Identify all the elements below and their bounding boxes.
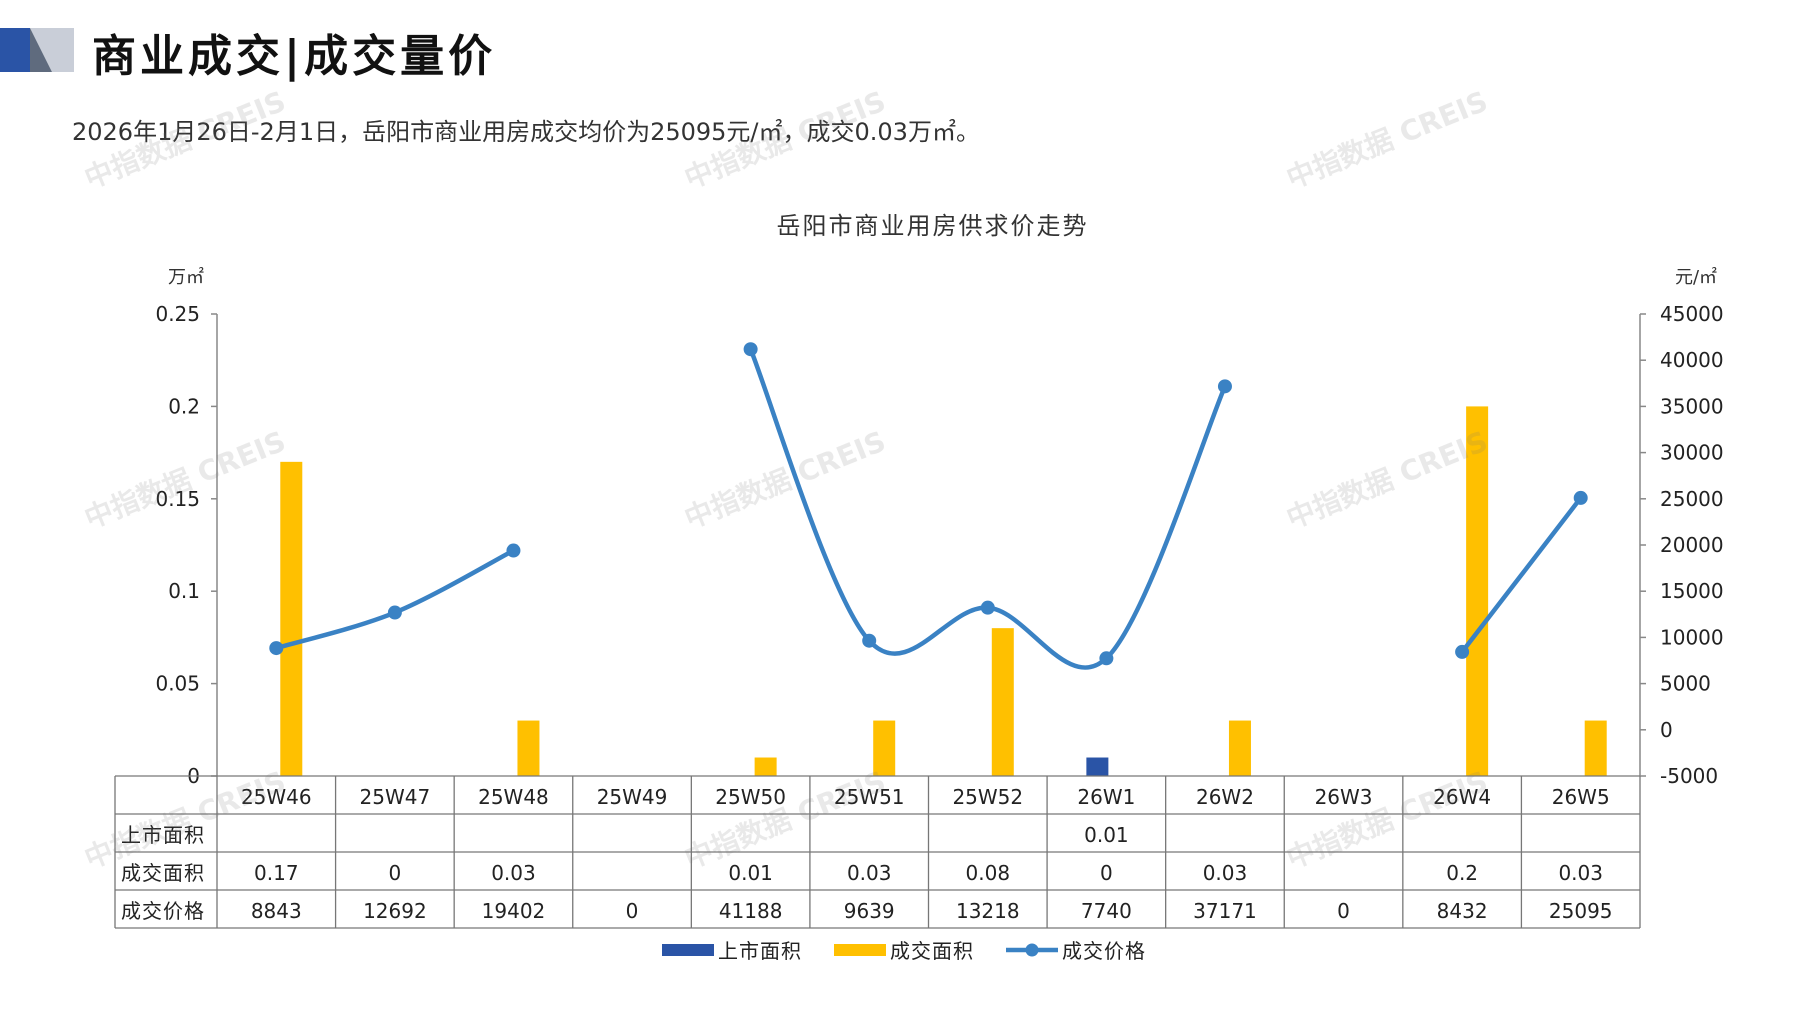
x-category-label: 26W2 xyxy=(1196,785,1254,809)
x-category-label: 26W5 xyxy=(1552,785,1610,809)
legend-label: 上市面积 xyxy=(718,939,802,963)
y-left-tick-label: 0.2 xyxy=(168,394,200,418)
legend-key-bar xyxy=(662,944,714,956)
table-cell-value: 25095 xyxy=(1549,899,1613,923)
price-point xyxy=(743,342,758,357)
bar-sold-area xyxy=(1466,406,1489,776)
table-cell-value: 19402 xyxy=(482,899,546,923)
x-category-label: 26W4 xyxy=(1433,785,1491,809)
y-right-tick-label: 25000 xyxy=(1660,487,1724,511)
x-category-label: 25W46 xyxy=(241,785,312,809)
legend-label: 成交面积 xyxy=(890,939,974,963)
price-point xyxy=(1455,644,1470,659)
y-right-unit: 元/㎡ xyxy=(1675,266,1717,288)
table-cell-value: 13218 xyxy=(956,899,1020,923)
price-point xyxy=(980,600,995,615)
table-cell-value: 0.03 xyxy=(1558,861,1603,885)
table-cell-value: 0.01 xyxy=(728,861,773,885)
price-line xyxy=(1460,496,1583,654)
y-left-unit: 万㎡ xyxy=(168,266,204,288)
x-category-label: 25W49 xyxy=(597,785,668,809)
price-point xyxy=(1099,651,1114,666)
price-point xyxy=(506,543,521,558)
table-row-label: 上市面积 xyxy=(121,823,205,847)
x-category-label: 26W3 xyxy=(1315,785,1373,809)
table-cell-value: 0 xyxy=(1100,861,1113,885)
brand-logo xyxy=(0,28,74,72)
y-right-tick-label: 10000 xyxy=(1660,625,1724,649)
bar-sold-area xyxy=(280,461,303,776)
x-category-label: 25W52 xyxy=(952,785,1023,809)
y-right-tick-label: 30000 xyxy=(1660,441,1724,465)
table-cell-value: 0.03 xyxy=(847,861,892,885)
table-cell-value: 12692 xyxy=(363,899,427,923)
table-cell-value: 0.2 xyxy=(1446,861,1478,885)
y-right-tick-label: 0 xyxy=(1660,718,1673,742)
table-cell-value: 7740 xyxy=(1081,899,1132,923)
chart-title: 岳阳市商业用房供求价走势 xyxy=(777,212,1089,240)
bar-sold-area xyxy=(1584,720,1607,776)
bar-sold-area xyxy=(991,628,1014,776)
table-cell-value: 0 xyxy=(626,899,639,923)
table-row-label: 成交面积 xyxy=(121,861,205,885)
bar-sold-area xyxy=(1228,720,1251,776)
price-line xyxy=(275,548,515,651)
price-point xyxy=(269,641,284,656)
bar-sold-area xyxy=(754,757,777,776)
table-cell-value: 0.08 xyxy=(966,861,1011,885)
y-left-tick-label: 0.1 xyxy=(168,579,200,603)
legend-key-bar xyxy=(834,944,886,956)
price-point xyxy=(1217,379,1232,394)
y-right-tick-label: 20000 xyxy=(1660,533,1724,557)
table-cell-value: 0.03 xyxy=(491,861,536,885)
table-cell-value: 0 xyxy=(1337,899,1350,923)
table-cell-value: 8843 xyxy=(251,899,302,923)
table-cell-value: 41188 xyxy=(719,899,783,923)
legend-label: 成交价格 xyxy=(1062,939,1146,963)
table-cell-value: 37171 xyxy=(1193,899,1257,923)
y-right-tick-label: -5000 xyxy=(1660,764,1718,788)
x-category-label: 26W1 xyxy=(1077,785,1135,809)
legend-key-point xyxy=(1025,943,1039,957)
price-point xyxy=(387,605,402,620)
bar-sold-area xyxy=(873,720,896,776)
x-category-label: 25W51 xyxy=(834,785,905,809)
table-cell-value: 0 xyxy=(389,861,402,885)
x-category-label: 25W47 xyxy=(360,785,431,809)
y-left-tick-label: 0.25 xyxy=(155,302,200,326)
table-cell-value: 0.01 xyxy=(1084,823,1129,847)
price-point xyxy=(1573,490,1588,505)
y-right-tick-label: 35000 xyxy=(1660,394,1724,418)
price-line xyxy=(748,348,1228,670)
table-cell-value: 9639 xyxy=(844,899,895,923)
summary-text: 2026年1月26日-2月1日，岳阳市商业用房成交均价为25095元/㎡，成交0… xyxy=(72,118,980,146)
y-right-tick-label: 5000 xyxy=(1660,672,1711,696)
table-row-label: 成交价格 xyxy=(121,899,205,923)
y-left-tick-label: 0.15 xyxy=(155,487,200,511)
price-point xyxy=(862,633,877,648)
y-right-tick-label: 15000 xyxy=(1660,579,1724,603)
x-category-label: 25W48 xyxy=(478,785,549,809)
x-category-label: 25W50 xyxy=(715,785,786,809)
y-right-tick-label: 45000 xyxy=(1660,302,1724,326)
y-left-tick-label: 0.05 xyxy=(155,672,200,696)
table-cell-value: 0.03 xyxy=(1203,861,1248,885)
table-cell-value: 8432 xyxy=(1437,899,1488,923)
y-right-tick-label: 40000 xyxy=(1660,348,1724,372)
bar-listed-area xyxy=(1086,757,1109,776)
bar-sold-area xyxy=(517,720,540,776)
table-cell-value: 0.17 xyxy=(254,861,299,885)
page-title: 商业成交|成交量价 xyxy=(92,31,497,82)
